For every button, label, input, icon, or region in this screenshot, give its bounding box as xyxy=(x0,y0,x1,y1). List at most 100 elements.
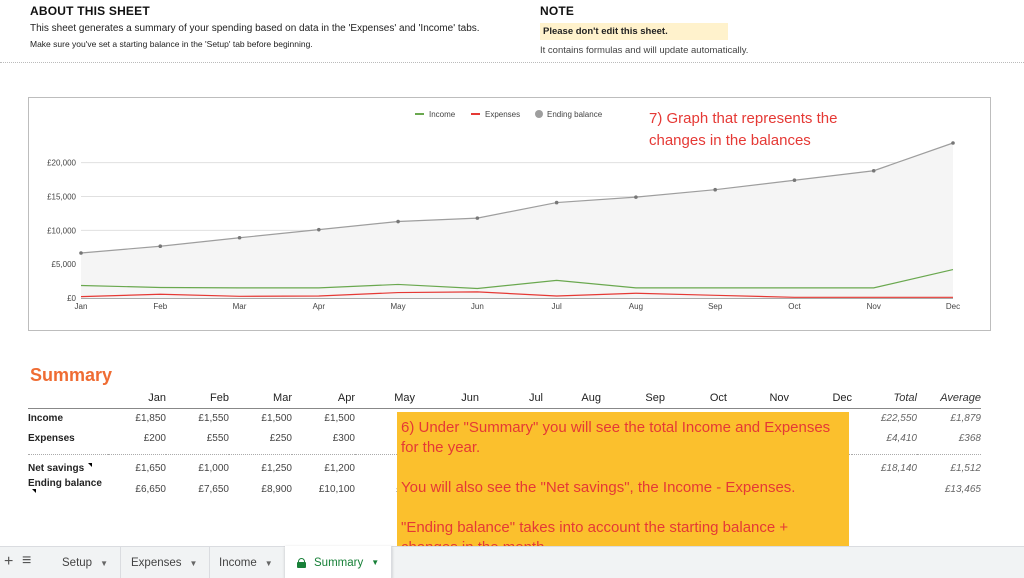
summary-title: Summary xyxy=(30,365,113,385)
chevron-down-icon[interactable]: ▼ xyxy=(371,558,380,567)
total-cell[interactable]: £22,550 xyxy=(880,412,917,424)
x-tick-label: Oct xyxy=(788,302,801,311)
lock-icon xyxy=(297,557,306,568)
cell[interactable]: £250 xyxy=(269,432,292,444)
about-heading: ABOUT THIS SHEET xyxy=(30,4,150,18)
cell[interactable]: £1,850 xyxy=(135,412,166,424)
legend-label: Ending balance xyxy=(547,110,603,119)
cell[interactable]: £1,500 xyxy=(324,412,355,424)
header-month: Jan xyxy=(108,388,166,409)
average-cell[interactable]: £13,465 xyxy=(944,483,981,495)
tab-label: Summary xyxy=(314,556,364,569)
cell[interactable]: £1,000 xyxy=(198,462,229,474)
x-tick-label: Jul xyxy=(552,302,562,311)
add-sheet-button[interactable]: + xyxy=(4,553,14,570)
ending-balance-point xyxy=(554,200,559,205)
ending-balance-point xyxy=(79,251,83,255)
summary-header-row: Jan Feb Mar Apr May Jun Jul Aug Sep Oct … xyxy=(28,388,981,409)
about-line-2: Make sure you've set a starting balance … xyxy=(30,39,313,49)
series-line-ending-balance xyxy=(80,142,954,254)
legend-marker xyxy=(535,110,543,118)
x-tick-label: Sep xyxy=(708,302,723,311)
note-section: NOTE Please don't edit this sheet. It co… xyxy=(540,4,840,56)
comment-marker-icon[interactable] xyxy=(32,489,36,493)
header-month: May xyxy=(355,388,415,409)
y-tick-label: £20,000 xyxy=(47,159,76,168)
header-total: Total xyxy=(852,388,917,409)
cell[interactable]: £7,650 xyxy=(198,483,229,495)
ending-balance-point xyxy=(871,168,876,173)
x-tick-label: Aug xyxy=(629,302,643,311)
cell[interactable]: £1,500 xyxy=(261,412,292,424)
annotation-graph: 7) Graph that represents the changes in … xyxy=(649,110,838,149)
comment-marker-icon[interactable] xyxy=(88,462,93,467)
all-sheets-button[interactable]: ≡ xyxy=(22,552,32,569)
tab-income[interactable]: Income ▼ xyxy=(207,547,286,578)
about-section: ABOUT THIS SHEET This sheet generates a … xyxy=(30,4,530,50)
cell[interactable]: £1,250 xyxy=(261,462,292,474)
header-month: Jun xyxy=(415,388,479,409)
x-tick-label: Apr xyxy=(313,302,326,311)
x-tick-label: Jun xyxy=(471,302,484,311)
cell[interactable]: £10,100 xyxy=(318,483,355,495)
total-cell[interactable]: £4,410 xyxy=(886,432,917,444)
y-tick-label: £15,000 xyxy=(47,192,76,201)
x-tick-label: Feb xyxy=(153,302,167,311)
tab-label: Income xyxy=(219,557,257,569)
cell[interactable]: £550 xyxy=(206,432,229,444)
tab-label: Expenses xyxy=(131,557,182,569)
chevron-down-icon[interactable]: ▼ xyxy=(264,558,273,568)
header-average: Average xyxy=(917,388,981,409)
x-tick-label: May xyxy=(391,302,406,311)
legend-label: Income xyxy=(429,110,456,119)
header-month: Sep xyxy=(601,388,665,409)
ending-balance-point xyxy=(713,187,717,192)
ending-balance-point xyxy=(158,244,163,249)
about-line-1: This sheet generates a summary of your s… xyxy=(30,23,480,34)
cell[interactable]: £300 xyxy=(332,432,355,444)
tab-expenses[interactable]: Expenses ▼ xyxy=(119,547,211,578)
note-heading: NOTE xyxy=(540,4,575,18)
header-month: Dec xyxy=(789,388,852,409)
header-month: Apr xyxy=(292,388,355,409)
series-line-income xyxy=(80,268,954,290)
balance-chart-svg: £0 £5,000 £10,000 £15,000 £20,000 Jan Feb Mar Ap… xyxy=(47,110,960,311)
cell[interactable]: £1,200 xyxy=(324,462,355,474)
cell[interactable]: £8,900 xyxy=(261,483,292,495)
cell[interactable]: £6,650 xyxy=(135,483,166,495)
ending-balance-area xyxy=(81,143,953,298)
note-highlight: Please don't edit this sheet. xyxy=(540,23,728,40)
chevron-down-icon[interactable]: ▼ xyxy=(189,558,198,568)
balance-chart[interactable]: £0 £5,000 £10,000 £15,000 £20,000 Jan Feb Mar Ap… xyxy=(28,97,991,331)
tab-setup[interactable]: Setup ▼ xyxy=(50,547,121,578)
row-label: Income xyxy=(28,412,64,424)
legend-label: Expenses xyxy=(485,110,520,119)
cell[interactable]: £200 xyxy=(143,432,166,444)
header-month: Nov xyxy=(727,388,789,409)
header-blank xyxy=(28,388,108,409)
ending-balance-point xyxy=(951,141,955,145)
chevron-down-icon[interactable]: ▼ xyxy=(100,558,108,568)
header-month: Jul xyxy=(479,388,543,409)
ending-balance-point xyxy=(634,195,638,199)
series-line-expenses xyxy=(80,291,953,298)
annotation-summary-p1: 6) Under "Summary" you will see the tota… xyxy=(401,419,831,456)
tab-label: Setup xyxy=(62,557,93,569)
x-tick-label: Jan xyxy=(75,302,88,311)
total-cell[interactable] xyxy=(852,478,917,500)
header-month: Aug xyxy=(543,388,601,409)
row-label: Net savings xyxy=(28,458,108,478)
header-month: Oct xyxy=(665,388,727,409)
y-tick-label: £5,000 xyxy=(52,260,77,269)
ending-balance-point xyxy=(792,178,797,183)
tab-summary[interactable]: Summary ▼ xyxy=(285,546,393,578)
ending-balance-point xyxy=(475,216,480,220)
header-month: Mar xyxy=(229,388,292,409)
average-cell[interactable]: £1,879 xyxy=(950,412,981,424)
average-cell[interactable]: £368 xyxy=(958,432,981,444)
cell[interactable]: £1,650 xyxy=(135,462,166,474)
cell[interactable]: £1,550 xyxy=(198,412,229,424)
total-cell[interactable]: £18,140 xyxy=(880,462,917,474)
x-tick-label: Dec xyxy=(946,302,960,311)
average-cell[interactable]: £1,512 xyxy=(950,462,981,474)
